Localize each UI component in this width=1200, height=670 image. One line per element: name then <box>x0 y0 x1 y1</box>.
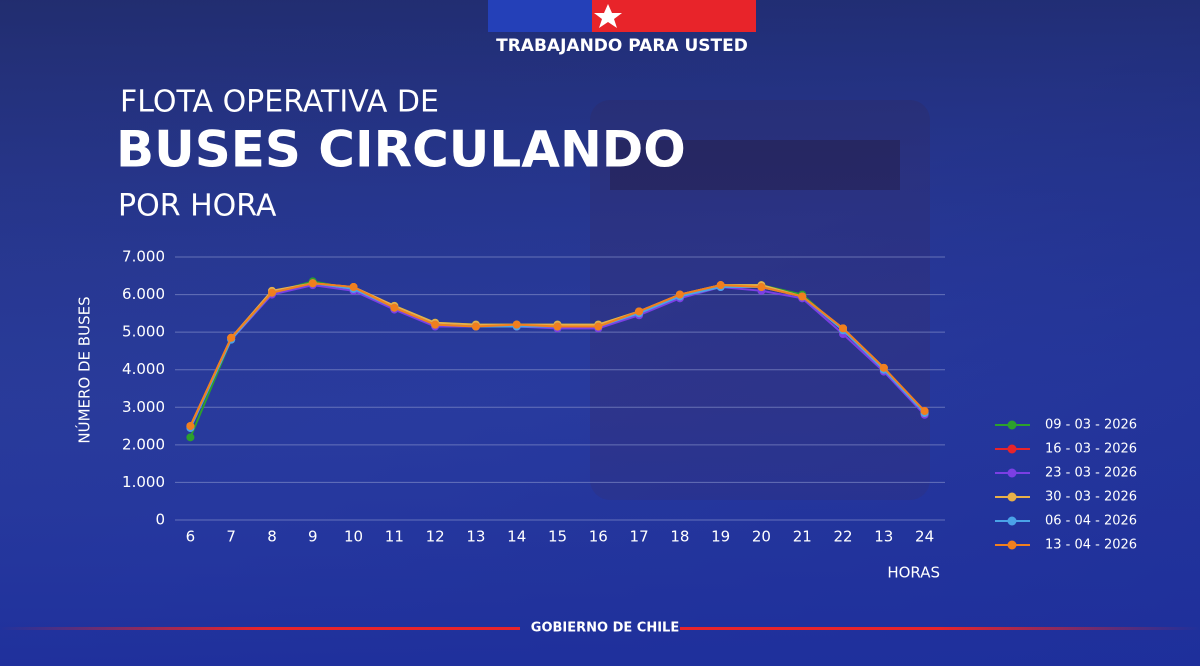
x-tick-label: 20 <box>752 528 771 546</box>
data-point <box>390 303 399 312</box>
data-point <box>431 320 440 329</box>
y-tick-label: 0 <box>155 511 165 529</box>
title-line1: FLOTA OPERATIVA DE <box>120 85 439 120</box>
title-line3: POR HORA <box>118 189 277 224</box>
x-tick-label: 13 <box>874 528 893 546</box>
flag-blue <box>488 0 592 32</box>
legend-marker <box>1007 492 1017 502</box>
banner: TRABAJANDO PARA USTED <box>496 36 748 56</box>
data-point <box>186 422 195 431</box>
data-point <box>839 324 848 333</box>
data-point <box>349 283 358 292</box>
y-axis-title: NÚMERO DE BUSES <box>75 296 94 443</box>
x-tick-label: 24 <box>915 528 934 546</box>
data-point <box>798 292 807 301</box>
x-tick-label: 19 <box>711 528 730 546</box>
data-point <box>879 363 888 372</box>
flag-red <box>592 0 756 32</box>
data-point <box>471 322 480 331</box>
data-point <box>267 288 276 297</box>
x-tick-label: 21 <box>793 528 812 546</box>
x-tick-label: 7 <box>226 528 236 546</box>
plot: 0 1.000 2.000 3.000 4.000 5.000 6.000 7.000 6 7 8 9… <box>122 248 1137 553</box>
data-point <box>553 322 562 331</box>
y-tick-label: 4.000 <box>122 360 165 378</box>
x-tick-label: 8 <box>267 528 277 546</box>
footer-stripe <box>680 627 1200 630</box>
y-tick-label: 3.000 <box>122 398 165 416</box>
data-point <box>716 281 725 290</box>
legend-label: 06 - 04 - 2026 <box>1045 514 1137 529</box>
y-tick-label: 6.000 <box>122 285 165 303</box>
data-point <box>594 322 603 331</box>
y-tick-label: 7.000 <box>122 248 165 266</box>
x-tick-label: 10 <box>344 528 363 546</box>
legend-marker <box>1007 540 1017 550</box>
data-point <box>920 407 929 416</box>
x-tick-label: 17 <box>630 528 649 546</box>
data-point <box>512 320 521 329</box>
data-point <box>227 333 236 342</box>
x-tick-label: 6 <box>186 528 196 546</box>
legend-marker <box>1007 444 1017 454</box>
legend-label: 16 - 03 - 2026 <box>1045 442 1137 457</box>
data-point <box>308 279 317 288</box>
x-axis-title: HORAS <box>887 564 940 582</box>
x-tick-label: 22 <box>833 528 852 546</box>
legend-label: 09 - 03 - 2026 <box>1045 418 1137 433</box>
flag-star <box>594 4 622 28</box>
legend-marker <box>1007 420 1017 430</box>
x-tick-label: 9 <box>308 528 318 546</box>
y-tick-label: 5.000 <box>122 323 165 341</box>
legend-label: 13 - 04 - 2026 <box>1045 538 1137 553</box>
x-tick-label: 13 <box>466 528 485 546</box>
x-tick-label: 16 <box>589 528 608 546</box>
y-tick-label: 1.000 <box>122 473 165 491</box>
y-tick-label: 2.000 <box>122 435 165 453</box>
x-tick-label: 18 <box>670 528 689 546</box>
x-tick-label: 12 <box>426 528 445 546</box>
data-point <box>675 290 684 299</box>
x-tick-label: 14 <box>507 528 526 546</box>
data-point <box>635 307 644 316</box>
footer-stripe <box>0 627 520 630</box>
legend-marker <box>1007 516 1017 526</box>
legend-label: 30 - 03 - 2026 <box>1045 490 1137 505</box>
title-line2: BUSES CIRCULANDO <box>116 121 686 179</box>
legend-label: 23 - 03 - 2026 <box>1045 466 1137 481</box>
x-tick-label: 11 <box>385 528 404 546</box>
data-point <box>186 433 195 442</box>
footer-text: GOBIERNO DE CHILE <box>531 621 679 636</box>
data-point <box>757 283 766 292</box>
legend-marker <box>1007 468 1017 478</box>
x-tick-label: 15 <box>548 528 567 546</box>
